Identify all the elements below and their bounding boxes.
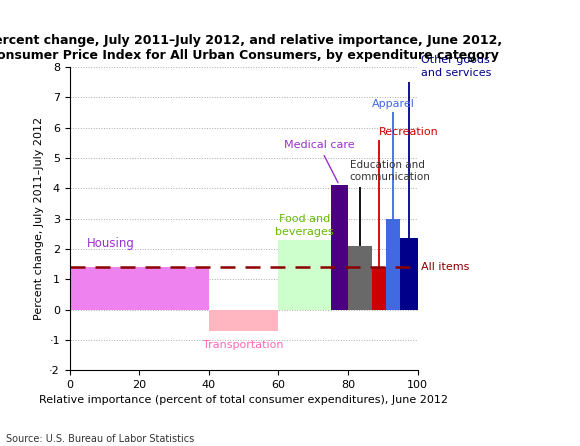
Bar	[372, 267, 386, 310]
Title: Percent change, July 2011–July 2012, and relative importance, June 2012,
Consume: Percent change, July 2011–July 2012, and…	[0, 33, 502, 62]
Text: Source: U.S. Bureau of Labor Statistics: Source: U.S. Bureau of Labor Statistics	[6, 434, 194, 444]
Text: Transportation: Transportation	[204, 339, 284, 350]
Text: Housing: Housing	[87, 237, 135, 250]
X-axis label: Relative importance (percent of total consumer expenditures), June 2012: Relative importance (percent of total co…	[39, 396, 448, 405]
Text: Medical care: Medical care	[284, 140, 354, 183]
Bar	[278, 240, 331, 310]
Bar	[209, 310, 278, 331]
Bar	[400, 238, 418, 310]
Bar	[70, 267, 209, 310]
Text: Food and
beverages: Food and beverages	[275, 215, 334, 237]
Text: Other goods
and services: Other goods and services	[421, 55, 491, 78]
Bar	[331, 185, 348, 310]
Bar	[386, 219, 400, 310]
Text: All items: All items	[421, 262, 469, 272]
Bar	[348, 246, 372, 310]
Text: Education and
communication: Education and communication	[350, 160, 430, 182]
Text: Apparel: Apparel	[372, 99, 415, 109]
Y-axis label: Percent change, July 2011–July 2012: Percent change, July 2011–July 2012	[34, 117, 44, 320]
Text: Recreation: Recreation	[379, 127, 439, 136]
